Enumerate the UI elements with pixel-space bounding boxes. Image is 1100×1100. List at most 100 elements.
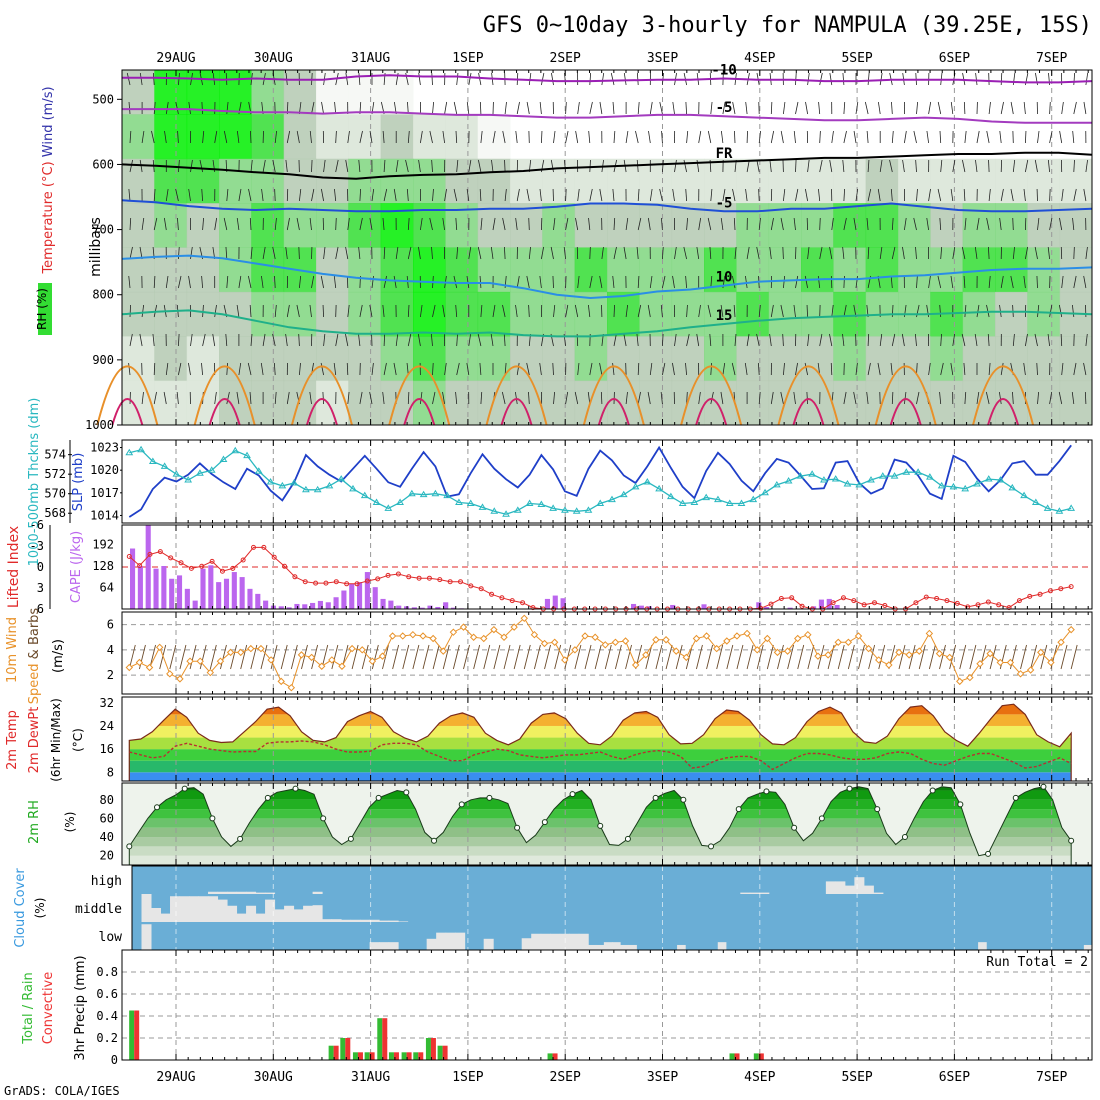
wind-barb [805,188,808,202]
wind-barb [444,362,447,376]
rh-cell [995,203,1028,248]
isotherm-line [972,365,1035,426]
wind-barb [128,188,131,202]
precip-total-bar [340,1038,346,1060]
rh-cell [348,203,382,248]
wind-barb [442,644,450,670]
date-label: 7SEP [1036,51,1067,66]
wind-barb [333,362,337,376]
cape-bar [247,588,253,609]
cloud-bar [1083,944,1093,950]
wind-barb [756,333,760,347]
cloud-bar [612,942,621,950]
panel-frame [121,782,1093,866]
wind-barb [260,644,268,670]
rh-cell [704,291,737,337]
wind-barb [515,130,518,144]
wind-barb [989,644,997,670]
cloud-row-label: low [99,930,123,945]
wind-barb [480,304,483,318]
wind-speed-point [804,631,812,639]
thickness-point [396,498,404,505]
li-point [219,568,225,574]
wind-barb [986,130,990,144]
wind-barb [539,188,542,202]
wind-barb [422,644,430,670]
y-tick-label: 0.6 [96,987,118,1001]
precip-conv-bar [369,1052,375,1060]
wind-barb [1037,130,1040,144]
rh-cell [995,380,1028,426]
wind-speed-line [129,617,1072,689]
wind-barb [335,130,337,144]
wind-barb [165,188,169,202]
wind-barb [261,275,264,289]
cape-bar [380,598,386,609]
isotherm-line [582,365,645,426]
wind-barb [262,333,266,347]
wind-barb [225,333,228,347]
panel-frame [121,69,1093,426]
wind-barb [589,246,591,260]
wind-barb [395,246,399,260]
li-point [416,575,422,581]
wind-barb [129,333,133,347]
wind-barb [577,362,580,376]
wind-speed-point [591,633,599,641]
thickness-point [431,489,440,497]
rh-cell [736,158,770,204]
wind-barb [274,130,277,144]
cloud-bar [236,891,247,894]
li-point [530,605,536,611]
precip-conv-bar [393,1052,399,1060]
wind-barb [829,159,833,173]
wind-barb [913,130,917,144]
wind-barb [649,275,653,289]
cloud-bar [217,899,228,922]
rh-cell [122,380,155,426]
wind-barb [226,188,229,202]
wind-barb [807,333,810,347]
wind-barb [550,159,554,173]
cape-bar [286,607,292,609]
wind-barb [1000,275,1004,289]
y-axis-label: 2m DewPt [27,707,42,774]
li-point [1037,591,1043,597]
y-tick-label: 900 [92,353,114,367]
wind-speed-point [490,625,498,634]
slp-tick-label: 1014 [90,508,119,522]
wind-barb [468,72,472,86]
rh-cell [154,380,188,426]
li-point [768,601,774,607]
wind-speed-point [753,646,761,654]
wind-speed-point [794,634,802,643]
thickness-point [572,507,581,514]
rh-cell [865,158,899,204]
y-tick-label: 700 [92,223,114,237]
thickness-point [196,469,204,476]
wind-speed-point [723,637,731,645]
precip-total-bar [388,1052,394,1060]
thickness-point [160,462,169,469]
wind-barb [455,217,458,231]
credit-label: GrADS: COLA/IGES [4,1084,120,1098]
wind-barb [238,275,242,289]
wind-barb [818,188,821,202]
wind-barb [334,101,337,115]
cloud-bar [265,899,276,922]
wind-barb [190,246,193,260]
cape-tick-label: 128 [92,559,114,573]
wind-barb [837,644,845,670]
wind-speed-point [550,638,559,646]
wind-barb [879,246,883,260]
rh-cell [801,158,834,204]
rh-cell [768,291,802,337]
wind-barb [553,217,556,231]
wind-barb [1025,159,1029,173]
wind-barb [613,130,616,144]
wind-barb [988,246,990,260]
wind-barb [589,72,592,86]
wind-barb [369,391,373,405]
rh-cell [898,203,931,248]
thickness-point [278,481,287,489]
